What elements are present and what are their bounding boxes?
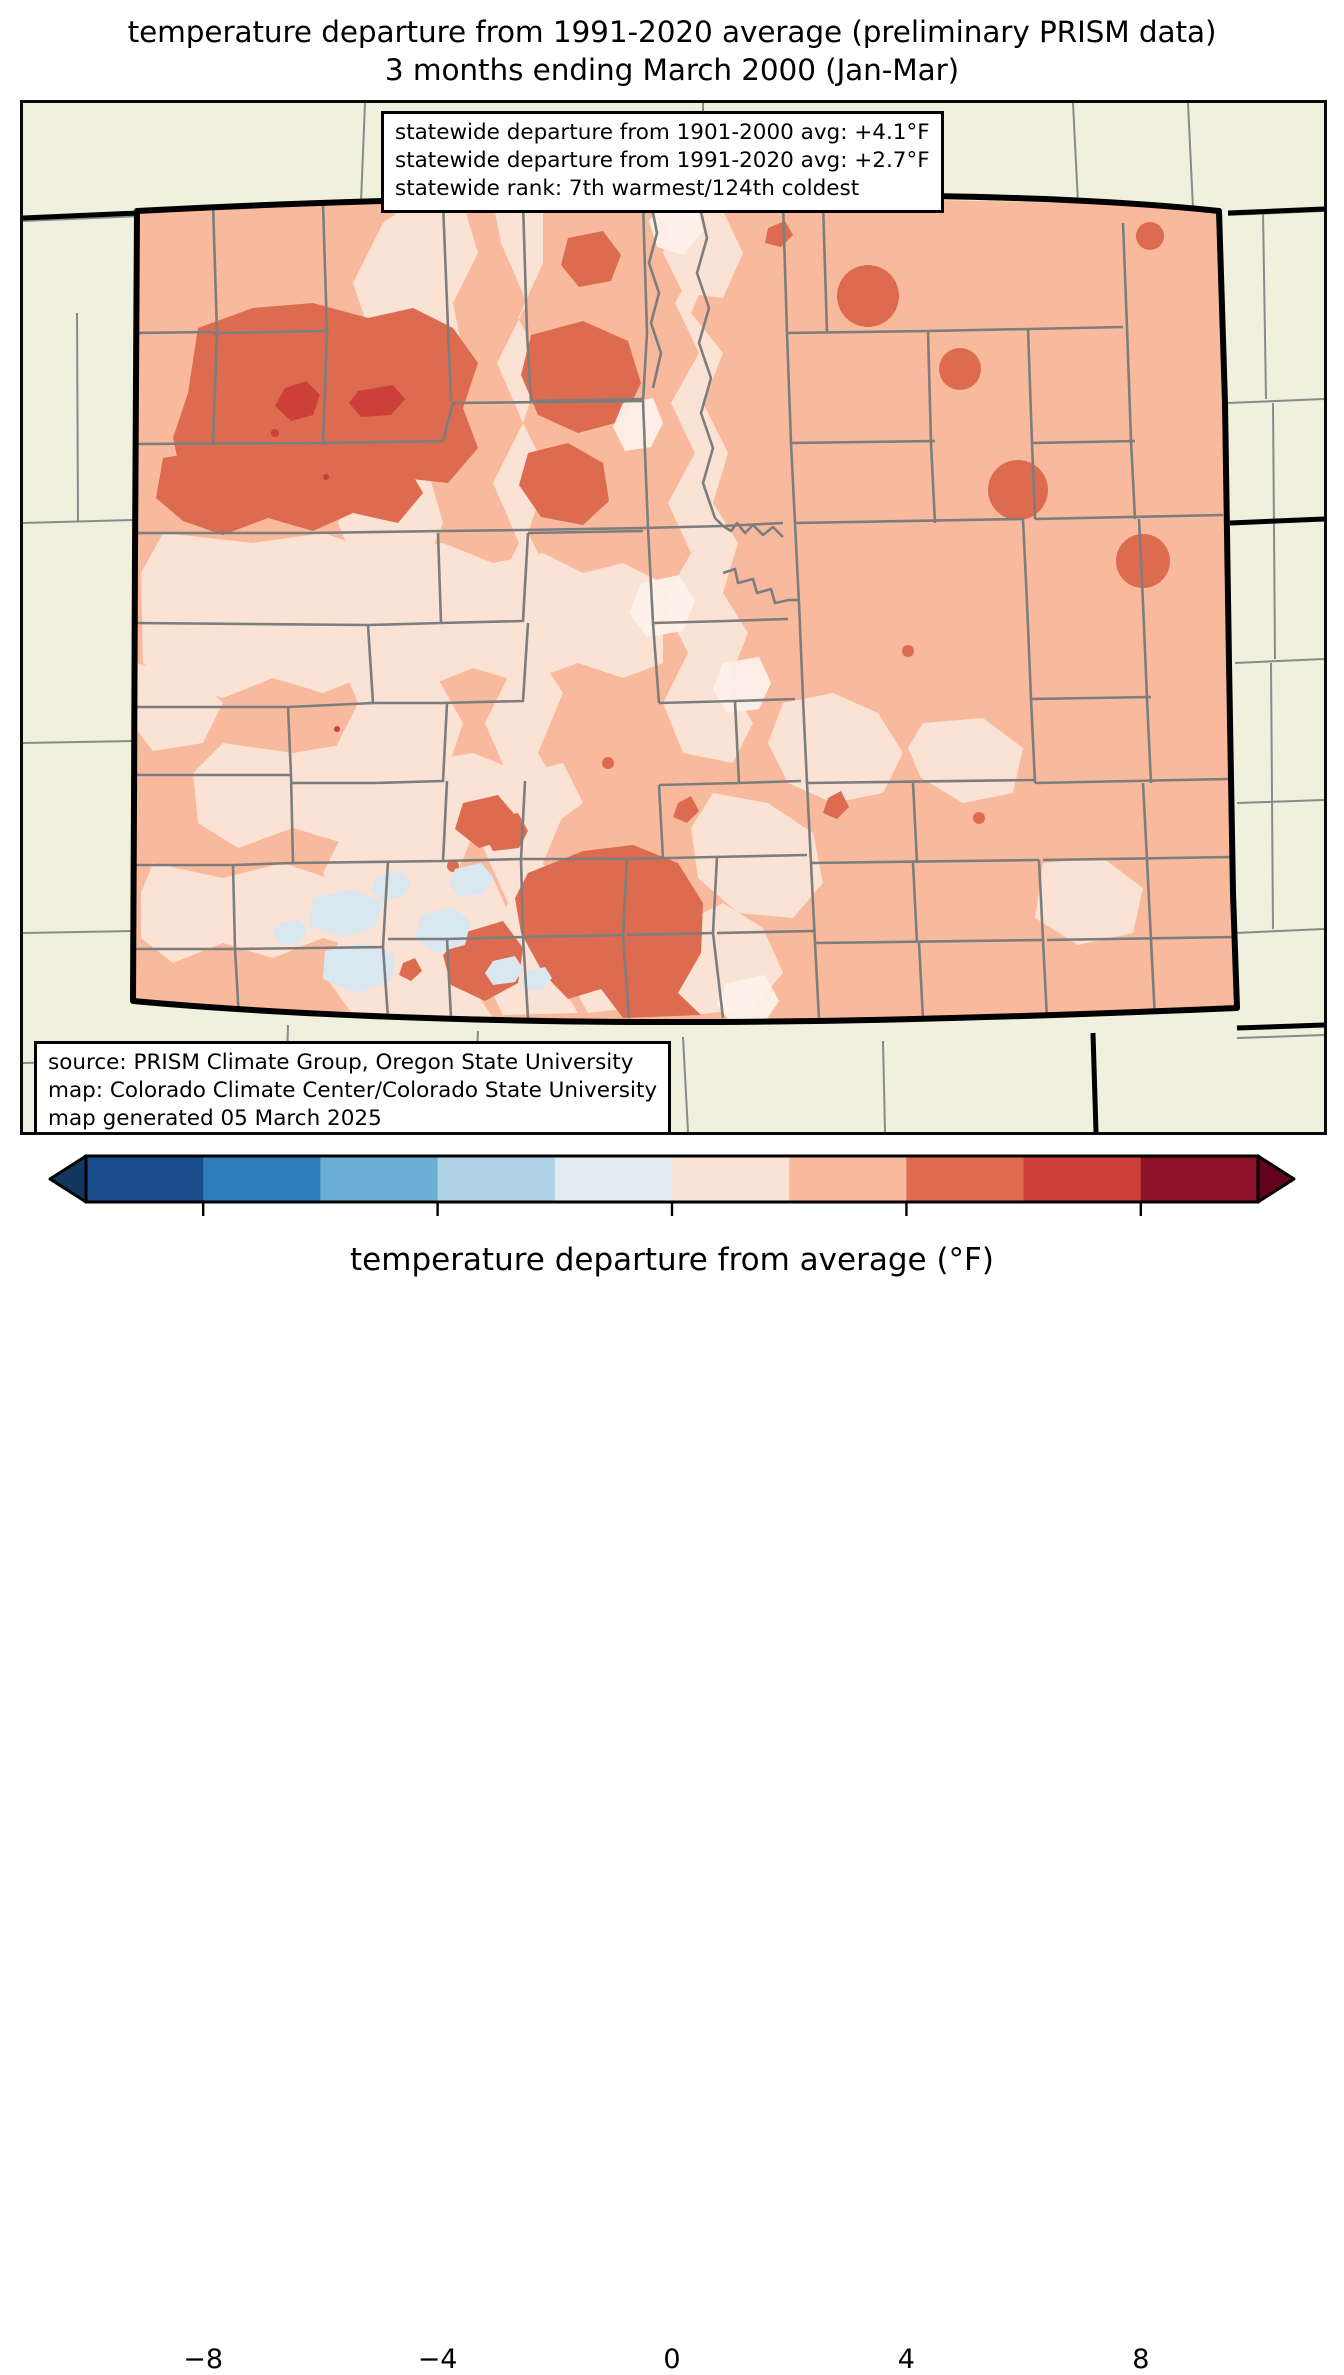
colorbar-band-1	[203, 1156, 321, 1202]
temperature-contour-fill	[133, 197, 1237, 1022]
colorbar-over-cap	[1256, 1154, 1296, 1204]
colorbar-tick-label-3: 4	[897, 2344, 915, 2375]
colorbar-under-cap	[48, 1154, 88, 1204]
source-line-2: map: Colorado Climate Center/Colorado St…	[48, 1077, 658, 1103]
colorbar-band-9	[1140, 1156, 1259, 1202]
stats-line-3: statewide rank: 7th warmest/124th coldes…	[395, 175, 860, 201]
colorbar-band-3	[437, 1156, 556, 1202]
colorbar-tick-label-4: 8	[1132, 2344, 1150, 2375]
colorbar-tick-label-2: 0	[663, 2344, 681, 2375]
colorbar[interactable]: −8 −4 0 4 8	[0, 1148, 1344, 2375]
colorbar-band-4	[554, 1156, 673, 1202]
stats-line-1: statewide departure from 1901-2000 avg: …	[395, 120, 930, 145]
title-line-1: temperature departure from 1991-2020 ave…	[127, 15, 1217, 49]
stats-line-2: statewide departure from 1991-2020 avg: …	[395, 147, 930, 173]
source-line-1: source: PRISM Climate Group, Oregon Stat…	[48, 1050, 634, 1075]
source-attribution-box: source: PRISM Climate Group, Oregon Stat…	[34, 1041, 672, 1132]
colorbar-svg	[48, 1154, 1296, 1216]
colorbar-band-6	[789, 1156, 907, 1202]
colorbar-tick-label-0: −8	[183, 2344, 224, 2375]
source-line-3: map generated 05 March 2025	[48, 1105, 382, 1131]
colorbar-band-7	[906, 1156, 1025, 1202]
colorbar-band-8	[1023, 1156, 1142, 1202]
colorbar-band-2	[320, 1156, 439, 1202]
map-panel[interactable]: statewide departure from 1901-2000 avg: …	[20, 100, 1327, 1135]
colorbar-axis-label: temperature departure from average (°F)	[350, 1242, 994, 1278]
colorbar-ticks	[201, 1202, 1143, 1216]
neighbor-state-borders	[23, 206, 1324, 1132]
colorbar-bands	[86, 1156, 1259, 1202]
chart-title: temperature departure from 1991-2020 ave…	[0, 14, 1344, 90]
title-line-2: 3 months ending March 2000 (Jan-Mar)	[384, 52, 960, 87]
colorado-temperature-departure-map	[23, 103, 1324, 1132]
colorado-county-lines	[134, 202, 1236, 1020]
colorbar-band-5	[672, 1156, 790, 1202]
colorbar-tick-label-1: −4	[417, 2344, 458, 2375]
statewide-stats-box: statewide departure from 1901-2000 avg: …	[381, 111, 944, 213]
colorbar-band-0	[86, 1156, 204, 1202]
